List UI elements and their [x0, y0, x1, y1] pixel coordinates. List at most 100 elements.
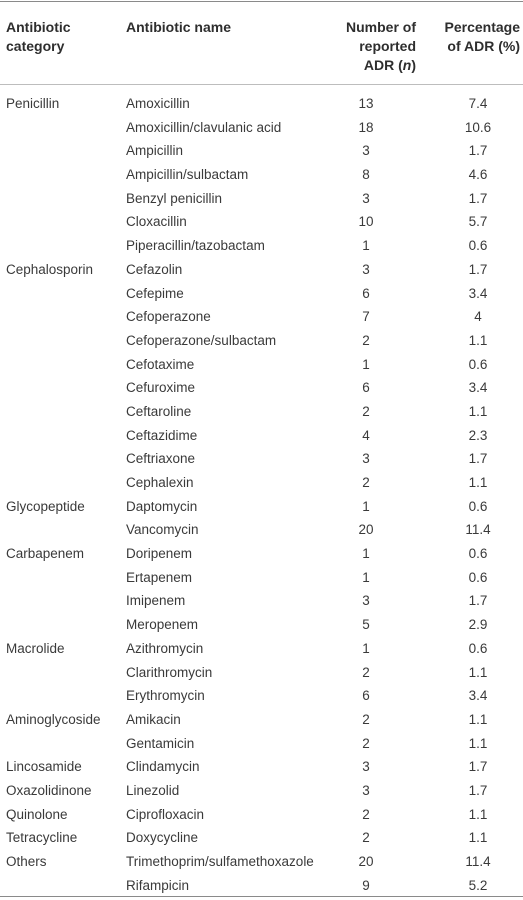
row-antibiotic-name: Ciprofloxacin [126, 806, 205, 822]
table-row: Vancomycin 20 11.4 [0, 518, 523, 542]
table-bottom-rule [0, 896, 523, 897]
row-percent: 0.6 [468, 356, 488, 372]
row-antibiotic-name: Rifampicin [126, 877, 190, 893]
row-percent: 2.9 [468, 617, 488, 633]
row-antibiotic-name: Clindamycin [126, 759, 200, 775]
row-percent: 11.4 [465, 854, 491, 869]
row-antibiotic-name: Piperacillin/tazobactam [126, 238, 265, 254]
table-row: Ampicillin 3 1.7 [0, 139, 523, 163]
row-percent: 1.1 [468, 475, 488, 490]
table-row: Amoxicillin/clavulanic acid 18 10.6 [0, 116, 523, 140]
row-percent: 1.7 [468, 451, 488, 467]
row-antibiotic-name: Trimethoprim/sulfamethoxazole [126, 854, 314, 869]
table-row: Ertapenem 1 0.6 [0, 566, 523, 590]
table-top-rule [0, 1, 523, 2]
row-percent: 1.7 [468, 593, 488, 609]
row-count: 6 [362, 285, 370, 301]
table-row: Carbapenem Doripenem 1 0.6 [0, 542, 523, 566]
row-count: 3 [362, 190, 370, 206]
row-percent: 5.2 [468, 877, 488, 893]
row-count: 2 [362, 735, 370, 751]
row-percent: 1.1 [468, 735, 488, 751]
row-count: 20 [358, 522, 374, 538]
row-count: 1 [362, 498, 370, 514]
table-row: Cefuroxime 6 3.4 [0, 376, 523, 400]
row-percent: 1.1 [468, 711, 488, 727]
row-percent: 5.7 [468, 214, 488, 230]
row-antibiotic-name: Imipenem [126, 593, 186, 609]
header-rule [0, 84, 523, 85]
row-percent: 1.7 [468, 190, 488, 206]
row-antibiotic-name: Cefoperazone [126, 309, 211, 325]
row-percent: 0.6 [468, 238, 488, 254]
header-category: Antibiotic category [6, 19, 71, 54]
table-row: Quinolone Ciprofloxacin 2 1.1 [0, 803, 523, 827]
row-count: 1 [362, 546, 370, 562]
row-category: Lincosamide [6, 759, 82, 775]
row-antibiotic-name: Ceftazidime [126, 427, 198, 443]
table-row: Oxazolidinone Linezolid 3 1.7 [0, 779, 523, 803]
table-row: Cefotaxime 1 0.6 [0, 353, 523, 377]
row-count: 10 [358, 214, 374, 230]
row-count: 18 [358, 119, 374, 135]
table-row: Clarithromycin 2 1.1 [0, 661, 523, 685]
row-antibiotic-name: Erythromycin [126, 688, 205, 704]
row-antibiotic-name: Ampicillin [126, 143, 184, 159]
row-antibiotic-name: Meropenem [126, 617, 199, 633]
row-category: Cephalosporin [6, 261, 94, 277]
row-count: 1 [362, 238, 370, 254]
row-count: 1 [362, 356, 370, 372]
row-category: Macrolide [6, 640, 65, 656]
header-name: Antibiotic name [126, 19, 232, 35]
row-percent: 0.6 [468, 569, 488, 585]
row-count: 7 [362, 309, 370, 325]
row-category: Others [6, 854, 47, 869]
table-row: Cefoperazone/sulbactam 2 1.1 [0, 329, 523, 353]
row-count: 1 [362, 569, 370, 585]
row-antibiotic-name: Cloxacillin [126, 214, 187, 230]
row-category: Tetracycline [6, 830, 78, 846]
row-antibiotic-name: Ceftaroline [126, 403, 192, 419]
row-antibiotic-name: Cefepime [126, 285, 184, 301]
table-row: Cefepime 6 3.4 [0, 282, 523, 306]
row-count: 3 [362, 143, 370, 159]
table-row: Piperacillin/tazobactam 1 0.6 [0, 234, 523, 258]
row-antibiotic-name: Amoxicillin [126, 96, 190, 111]
row-percent: 1.1 [468, 664, 488, 680]
row-category: Aminoglycoside [6, 711, 101, 727]
header-count: Number of reported ADR (n) [346, 19, 416, 73]
row-antibiotic-name: Daptomycin [126, 498, 198, 514]
row-count: 3 [362, 782, 370, 798]
row-count: 2 [362, 711, 370, 727]
table-row: Imipenem 3 1.7 [0, 589, 523, 613]
table-body: Penicillin Amoxicillin 13 7.4 Amoxicillin/cl… [0, 92, 523, 897]
row-antibiotic-name: Cefotaxime [126, 356, 195, 372]
row-count: 20 [358, 854, 374, 869]
row-count: 6 [362, 380, 370, 396]
row-count: 13 [358, 96, 374, 111]
row-antibiotic-name: Amikacin [126, 711, 181, 727]
row-antibiotic-name: Cephalexin [126, 475, 194, 490]
row-category: Oxazolidinone [6, 782, 92, 798]
table-row: Lincosamide Clindamycin 3 1.7 [0, 755, 523, 779]
row-antibiotic-name: Cefazolin [126, 261, 183, 277]
row-count: 2 [362, 475, 370, 490]
table-row: Macrolide Azithromycin 1 0.6 [0, 637, 523, 661]
row-antibiotic-name: Ertapenem [126, 569, 193, 585]
row-percent: 1.1 [468, 332, 488, 348]
row-percent: 3.4 [468, 285, 488, 301]
row-count: 8 [362, 167, 370, 183]
row-antibiotic-name: Doxycycline [126, 830, 199, 846]
row-antibiotic-name: Doripenem [126, 546, 193, 562]
row-antibiotic-name: Amoxicillin/clavulanic acid [126, 119, 282, 135]
row-antibiotic-name: Ampicillin/sulbactam [126, 167, 249, 183]
row-category: Glycopeptide [6, 498, 85, 514]
row-percent: 0.6 [468, 640, 488, 656]
row-percent: 7.4 [468, 96, 488, 111]
row-category: Quinolone [6, 806, 68, 822]
row-percent: 1.7 [468, 759, 488, 775]
row-percent: 0.6 [468, 498, 488, 514]
table-row: Ceftaroline 2 1.1 [0, 400, 523, 424]
row-percent: 4.6 [468, 167, 488, 183]
table-row: Others Trimethoprim/sulfamethoxazole 20 11.… [0, 850, 523, 874]
